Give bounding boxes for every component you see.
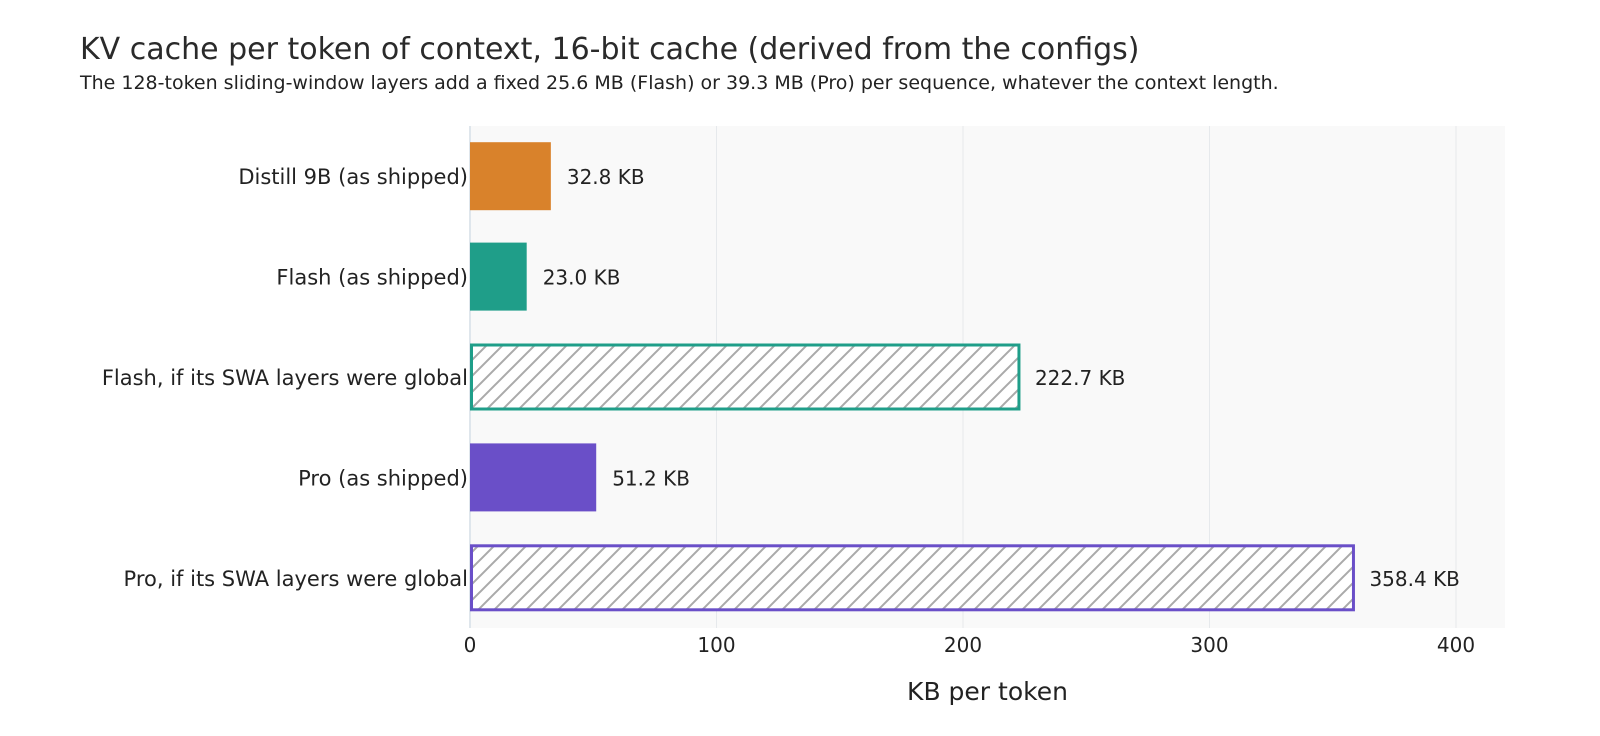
value-label: 51.2 KB [612,466,690,490]
bar [470,242,527,311]
x-axis-title: KB per token [907,677,1068,706]
category-label: Distill 9B (as shipped) [238,165,468,189]
chart-subtitle: The 128-token sliding-window layers add … [80,72,1279,94]
category-label: Flash (as shipped) [276,266,468,290]
bar [470,443,597,512]
category-label: Pro (as shipped) [298,466,468,490]
x-tick-label: 400 [1437,633,1475,657]
value-label: 23.0 KB [543,266,621,290]
value-label: 358.4 KB [1369,567,1459,591]
category-label: Pro, if its SWA layers were global [124,567,468,591]
x-tick-label: 200 [944,633,982,657]
category-label: Flash, if its SWA layers were global [102,366,468,390]
x-tick-label: 300 [1190,633,1228,657]
value-label: 32.8 KB [567,165,645,189]
x-tick-label: 100 [697,633,735,657]
value-label: 222.7 KB [1035,366,1125,390]
chart-title: KV cache per token of context, 16-bit ca… [80,32,1140,67]
bar [470,142,551,211]
bar-hatched [470,544,1355,612]
x-tick-label: 0 [464,633,477,657]
bar-hatched [470,343,1021,411]
